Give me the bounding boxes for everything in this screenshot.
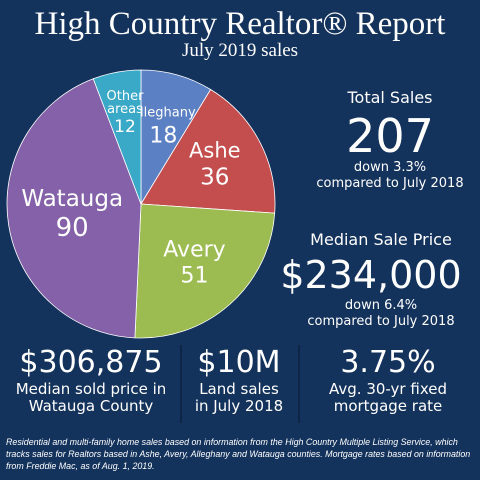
- land-sales-line1: Land sales: [199, 380, 279, 398]
- divider-2: [298, 345, 300, 423]
- footnote: Residential and multi-family home sales …: [6, 437, 471, 471]
- pie-label-name-other-areas: Other: [107, 89, 145, 104]
- watauga-median-value: $306,875: [19, 345, 163, 380]
- pie-label-name-watauga: Watauga: [21, 186, 123, 212]
- mortgage-rate-line2: mortgage rate: [333, 397, 443, 415]
- pie-label-value-watauga: 90: [56, 213, 89, 243]
- land-sales-value: $10M: [197, 345, 281, 380]
- pie-label-other-areas: Other areas 12: [107, 89, 145, 137]
- divider-1: [180, 345, 182, 423]
- pie-slice-avery: [134, 203, 276, 339]
- pie-label-ashe: Ashe 36: [189, 139, 241, 191]
- pie-label-name-ashe: Ashe: [189, 139, 241, 163]
- total-sales-change: down 3.3%: [353, 160, 427, 175]
- median-price-change: down 6.4%: [344, 298, 418, 313]
- watauga-median-line1: Median sold price in: [15, 380, 167, 398]
- pie-label-name2-other-areas: areas: [107, 102, 143, 117]
- median-price-value: $234,000: [280, 253, 462, 297]
- watauga-median-line2: Watauga County: [28, 397, 154, 415]
- pie-label-alleghany: Alleghany 18: [131, 105, 196, 148]
- pie-label-name-alleghany: Alleghany: [131, 105, 196, 120]
- median-price-compare: compared to July 2018: [307, 314, 455, 329]
- page-subtitle: July 2019 sales: [181, 40, 299, 61]
- pie-slice-other-areas: [92, 69, 142, 205]
- page-title: High Country Realtor® Report: [34, 6, 446, 42]
- total-sales-label: Total Sales: [347, 88, 433, 107]
- mortgage-rate-line1: Avg. 30-yr fixed: [329, 380, 447, 398]
- watauga-median-stat: $306,875 Median sold price in Watauga Co…: [4, 345, 178, 415]
- land-sales-line2: in July 2018: [194, 397, 284, 415]
- pie-label-name-avery: Avery: [163, 237, 225, 262]
- pie-label-value-ashe: 36: [200, 165, 229, 191]
- mortgage-rate-stat: 3.75% Avg. 30-yr fixed mortgage rate: [300, 345, 476, 415]
- mortgage-rate-value: 3.75%: [340, 345, 436, 380]
- pie-label-value-alleghany: 18: [149, 123, 177, 148]
- pie-slice-watauga: [6, 78, 142, 339]
- pie-label-avery: Avery 51: [163, 237, 225, 288]
- total-sales-value: 207: [346, 109, 434, 163]
- pie-label-watauga: Watauga 90: [21, 186, 123, 243]
- median-price-label: Median Sale Price: [310, 230, 452, 249]
- pie-label-value-avery: 51: [181, 263, 209, 288]
- total-sales-compare: compared to July 2018: [316, 176, 464, 191]
- pie-slice-ashe: [140, 88, 276, 214]
- pie-label-value-other-areas: 12: [114, 117, 136, 137]
- land-sales-stat: $10M Land sales in July 2018: [182, 345, 296, 415]
